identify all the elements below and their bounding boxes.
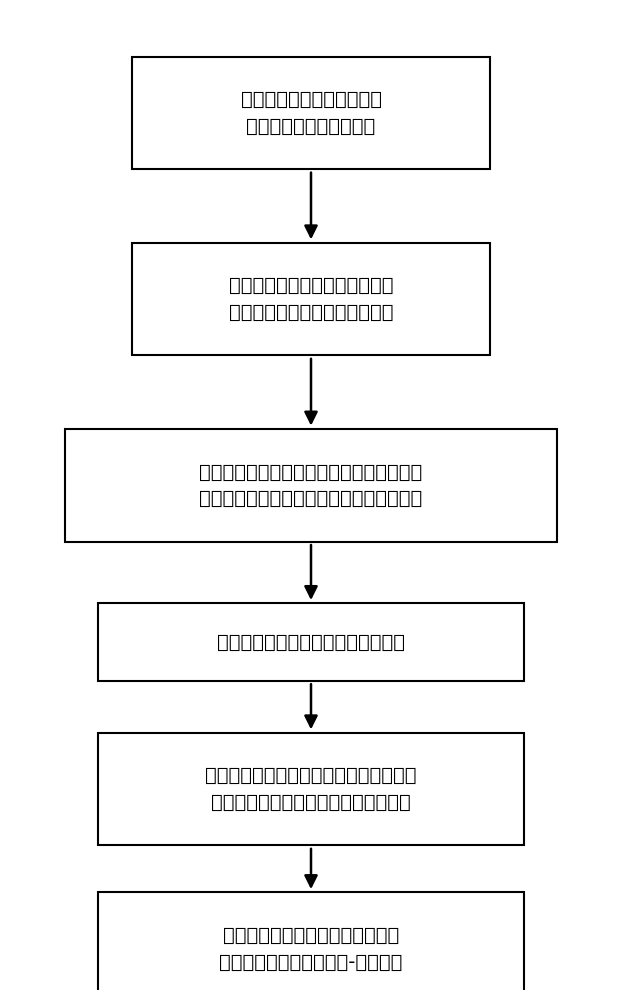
Bar (132, 243, 490, 355)
Text: 确定大范围碰撞破损后悬臂横梁支
撑的纵骨梁柱的临界载荷-端缩曲线: 确定大范围碰撞破损后悬臂横梁支 撑的纵骨梁柱的临界载荷-端缩曲线 (220, 926, 402, 972)
Text: 建立船体大范围碰撞后甲板
纵骨梁柱失稳的力学模型: 建立船体大范围碰撞后甲板 纵骨梁柱失稳的力学模型 (241, 90, 381, 136)
Text: 建立悬臂横梁弹性固定端的扭转刚度计算模
型，确定悬臂横梁的弹性固定端的扭转刚度: 建立悬臂横梁弹性固定端的扭转刚度计算模 型，确定悬臂横梁的弹性固定端的扭转刚度 (200, 463, 422, 508)
Bar (132, 57, 490, 169)
Bar (98, 892, 524, 1000)
Bar (98, 603, 524, 681)
Text: 确定大范围船体破损时，悬臂横梁支撑的
纵骨梁柱屈曲载荷以及屈曲的临界载荷: 确定大范围船体破损时，悬臂横梁支撑的 纵骨梁柱屈曲载荷以及屈曲的临界载荷 (205, 766, 417, 812)
Bar (65, 429, 557, 542)
Text: 建立弹性固定的悬臂横梁的动力
学方程，获得其最低阶频率公式: 建立弹性固定的悬臂横梁的动力 学方程，获得其最低阶频率公式 (229, 276, 393, 322)
Text: 确定悬臂横梁对甲板纵骨的支撑刚度: 确定悬臂横梁对甲板纵骨的支撑刚度 (217, 633, 405, 652)
Bar (98, 733, 524, 845)
